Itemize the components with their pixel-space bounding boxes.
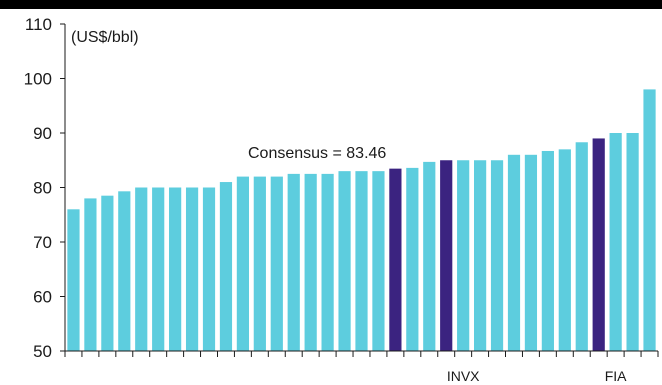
bar bbox=[626, 133, 639, 351]
bar bbox=[67, 209, 80, 351]
bar bbox=[558, 149, 571, 351]
y-tick-label: 90 bbox=[33, 124, 52, 143]
highlighted-bar bbox=[389, 168, 402, 351]
bar bbox=[372, 171, 385, 351]
bar bbox=[253, 176, 266, 351]
bar bbox=[321, 173, 334, 352]
y-tick-label: 80 bbox=[33, 179, 52, 198]
bar bbox=[287, 173, 300, 352]
x-axis: INVX FIA bbox=[64, 350, 659, 384]
bar bbox=[355, 171, 368, 351]
y-tick-label: 60 bbox=[33, 288, 52, 307]
y-axis-unit-label: (US$/bbl) bbox=[71, 29, 139, 46]
bar bbox=[609, 133, 622, 351]
bar bbox=[236, 176, 249, 351]
bar bbox=[84, 198, 97, 351]
bar bbox=[643, 89, 656, 352]
bar bbox=[490, 160, 504, 351]
consensus-annotation: Consensus = 83.46 bbox=[248, 145, 386, 162]
bar bbox=[507, 154, 521, 351]
bar bbox=[474, 160, 487, 351]
bar bbox=[101, 195, 114, 351]
bar-series bbox=[67, 89, 656, 352]
bar bbox=[185, 187, 199, 351]
bar bbox=[524, 154, 538, 351]
bar bbox=[423, 161, 436, 351]
bar bbox=[169, 187, 182, 351]
y-tick-label: 100 bbox=[24, 70, 52, 89]
x-category-label: FIA bbox=[605, 368, 627, 384]
highlighted-bar bbox=[440, 160, 453, 351]
bar bbox=[118, 191, 131, 351]
bar bbox=[541, 150, 554, 351]
bar bbox=[135, 187, 148, 351]
bar bbox=[575, 142, 588, 351]
bar bbox=[219, 182, 233, 351]
x-category-label: INVX bbox=[447, 368, 480, 384]
bar bbox=[406, 167, 419, 351]
bar bbox=[457, 160, 470, 351]
title-rule bbox=[0, 0, 662, 9]
y-tick-label: 50 bbox=[33, 342, 52, 361]
bar bbox=[270, 176, 283, 351]
bar bbox=[338, 171, 351, 351]
bar bbox=[152, 187, 165, 351]
y-tick-label: 110 bbox=[25, 15, 52, 34]
bar bbox=[304, 173, 317, 352]
bar bbox=[202, 187, 216, 351]
highlighted-bar bbox=[592, 138, 605, 351]
y-axis: 50 60 70 80 90 100 110 bbox=[24, 15, 66, 361]
y-tick-label: 70 bbox=[33, 233, 52, 252]
